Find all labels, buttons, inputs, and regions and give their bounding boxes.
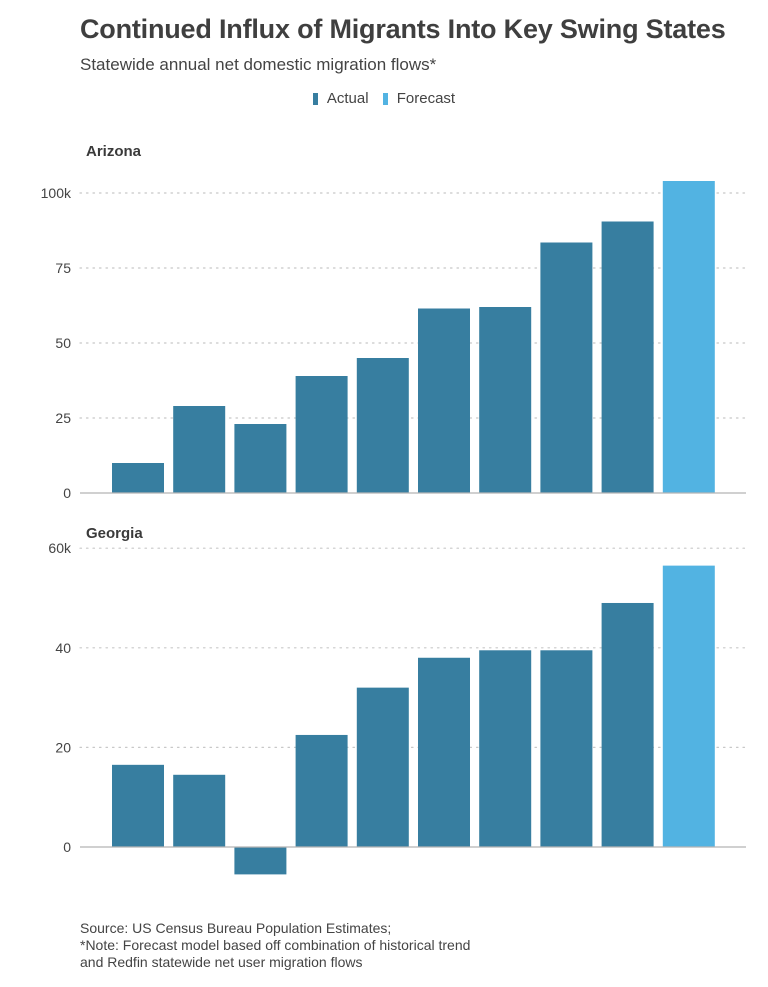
arizona-bar-5 [356, 358, 409, 493]
source-line-2: *Note: Forecast model based off combinat… [80, 937, 471, 953]
source-line-1: Source: US Census Bureau Population Esti… [80, 920, 392, 936]
georgia-ytick-label: 0 [63, 839, 71, 855]
arizona-bar-1 [112, 463, 164, 493]
panel-georgia: 0 20 40 60k [48, 540, 747, 875]
arizona-bar-4 [295, 376, 348, 493]
georgia-bar-7 [479, 650, 532, 847]
source-line-3: and Redfin statewide net user migration … [80, 954, 363, 970]
arizona-bar-7 [479, 307, 532, 493]
arizona-ytick-label: 25 [55, 410, 71, 426]
georgia-bar-2 [173, 774, 226, 847]
georgia-bar-5 [356, 687, 409, 847]
georgia-ytick-label: 60k [48, 540, 72, 556]
legend-item-actual: Actual [312, 90, 369, 107]
arizona-bar-2 [173, 406, 226, 493]
legend-swatch-actual [312, 92, 318, 105]
legend-label-actual: Actual [326, 90, 369, 107]
georgia-ytick-label: 40 [55, 640, 71, 656]
arizona-bar-8 [540, 242, 593, 493]
arizona-bar-3 [234, 424, 287, 493]
panel-title-arizona: Arizona [86, 143, 142, 160]
source-note: Source: US Census Bureau Population Esti… [80, 920, 470, 971]
georgia-bar-8 [540, 650, 593, 847]
legend: Actual Forecast [0, 90, 768, 109]
georgia-bar-1 [112, 764, 164, 847]
arizona-ytick-label: 75 [55, 260, 71, 276]
legend-swatch-forecast [382, 92, 388, 105]
georgia-bar-9 [601, 602, 654, 847]
georgia-ytick-label: 20 [55, 739, 71, 755]
arizona-bar-9 [601, 221, 654, 493]
georgia-bar-4 [295, 734, 348, 847]
chart-title: Continued Influx of Migrants Into Key Sw… [80, 14, 726, 44]
panel-arizona: 0 25 50 75 100k [41, 181, 747, 501]
arizona-bar-6 [418, 308, 470, 493]
chart-subtitle: Statewide annual net domestic migration … [80, 55, 437, 74]
georgia-bar-6 [418, 657, 470, 847]
legend-item-forecast: Forecast [382, 90, 456, 107]
georgia-bar-3 [234, 847, 287, 875]
panel-title-georgia: Georgia [86, 525, 143, 542]
arizona-ytick-label: 0 [63, 485, 71, 501]
georgia-bar-10 [662, 565, 715, 847]
arizona-ytick-label: 100k [41, 185, 72, 201]
arizona-ytick-label: 50 [55, 335, 71, 351]
arizona-bar-10 [662, 181, 715, 493]
legend-label-forecast: Forecast [396, 90, 456, 107]
